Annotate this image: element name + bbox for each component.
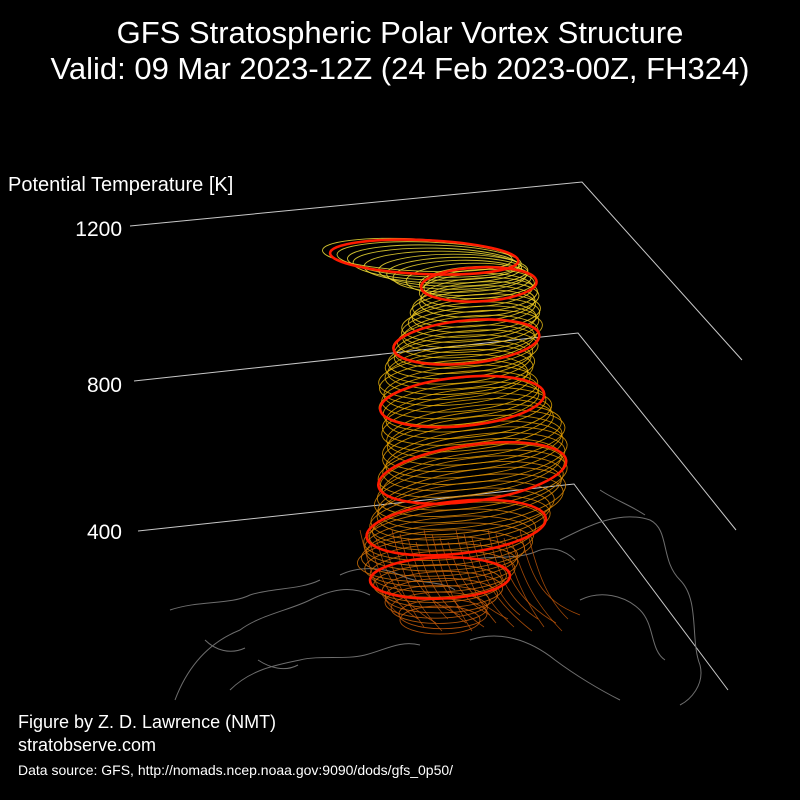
z-tick-label-800: 800 xyxy=(86,374,122,397)
skirt-line-7 xyxy=(407,537,449,620)
isosurface-ring-67 xyxy=(352,247,520,281)
skirt-line-2 xyxy=(367,533,419,620)
coastlines xyxy=(169,489,702,706)
chart-subtitle: Valid: 09 Mar 2023-12Z (24 Feb 2023-00Z,… xyxy=(50,51,750,86)
isosurface-ring-1 xyxy=(399,605,481,635)
edge-contour-4 xyxy=(378,374,546,429)
isosurface-ring-68 xyxy=(347,244,522,278)
skirt-line-22 xyxy=(527,533,569,620)
edge-contour-7 xyxy=(328,238,520,276)
edge-contour-5 xyxy=(392,318,541,366)
isosurface-ring-13 xyxy=(366,522,534,572)
skirt-line-5 xyxy=(391,529,443,632)
isosurface-ring-31 xyxy=(386,409,566,466)
coastline-10 xyxy=(599,489,646,516)
skirt-line-20 xyxy=(511,541,563,632)
coastline-1 xyxy=(174,589,371,701)
edge-contour-1 xyxy=(368,555,512,601)
grid-line-800 xyxy=(133,332,737,531)
isosurface-ring-30 xyxy=(382,414,563,473)
skirt-line-11 xyxy=(439,537,491,616)
data-source: Data source: GFS, http://nomads.ncep.noa… xyxy=(18,762,454,778)
isosurface-ring-10 xyxy=(364,543,519,588)
isosurface-ring-23 xyxy=(376,455,564,517)
isosurface-ring-40 xyxy=(379,359,531,407)
z-tick-label-1200: 1200 xyxy=(75,218,122,241)
vortex-isosurface xyxy=(322,237,581,635)
isosurface-ring-58 xyxy=(420,277,538,313)
coastline-9 xyxy=(469,548,576,561)
author-credit: Figure by Z. D. Lawrence (NMT) xyxy=(18,712,277,732)
skirt-line-21 xyxy=(519,529,581,616)
isosurface-ring-4 xyxy=(384,584,490,619)
skirt-line-12 xyxy=(447,541,509,620)
coastline-8 xyxy=(204,639,299,670)
skirt-line-1 xyxy=(359,529,401,616)
skirt-line-6 xyxy=(399,533,461,616)
skirt-line-14 xyxy=(463,533,515,628)
edge-contour-6 xyxy=(419,265,538,303)
chart-title: GFS Stratospheric Polar Vortex Structure xyxy=(116,15,684,50)
edge-contour-2 xyxy=(365,498,548,557)
skirt-line-13 xyxy=(455,529,497,624)
coastline-6 xyxy=(469,635,621,701)
isosurface-ring-33 xyxy=(381,398,554,453)
coastline-7 xyxy=(579,594,666,661)
grid-line-1200 xyxy=(129,181,743,361)
isosurface-ring-56 xyxy=(412,285,536,323)
plot-grid xyxy=(129,181,743,691)
isosurface-ring-34 xyxy=(381,392,552,446)
isosurface-ring-32 xyxy=(386,403,562,459)
isosurface-ring-57 xyxy=(419,281,540,318)
coastline-5 xyxy=(559,516,702,706)
skirt-line-15 xyxy=(471,537,533,632)
coastline-2 xyxy=(169,579,321,611)
isosurface-ring-11 xyxy=(356,536,519,583)
skirt-line-16 xyxy=(479,541,521,616)
skirt-line-8 xyxy=(415,541,467,624)
coastline-4 xyxy=(229,643,421,691)
isosurface-ring-54 xyxy=(411,293,541,333)
grid-line-400 xyxy=(137,483,729,691)
skirt-line-9 xyxy=(423,529,485,628)
z-axis-label: Potential Temperature [K] xyxy=(8,174,234,196)
isosurface-ring-46 xyxy=(393,329,539,374)
isosurface-ring-63 xyxy=(392,259,527,293)
isosurface-ring-35 xyxy=(385,387,553,440)
skirt-line-10 xyxy=(431,533,473,632)
isosurface-ring-55 xyxy=(409,289,536,328)
z-tick-label-400: 400 xyxy=(86,521,122,544)
site-link[interactable]: stratobserve.com xyxy=(18,735,157,755)
edge-contour-3 xyxy=(377,441,568,505)
skirt-line-19 xyxy=(503,537,545,628)
